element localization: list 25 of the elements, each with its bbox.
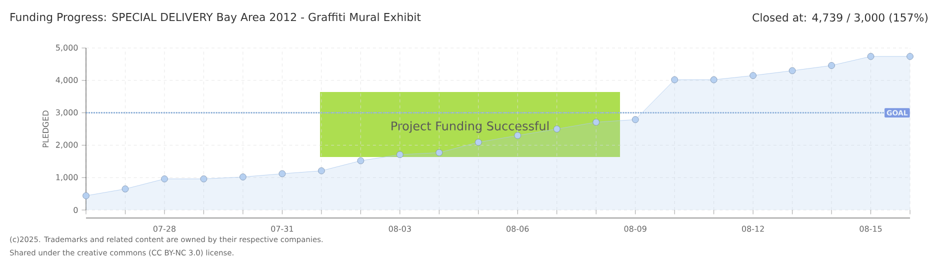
point bbox=[906, 53, 914, 60]
point bbox=[122, 186, 129, 192]
point bbox=[788, 67, 796, 74]
point bbox=[278, 170, 286, 178]
chart-subtitle: Closed at: 4,739 / 3,000 (157%) bbox=[752, 13, 928, 23]
annotation: Project Funding Successful bbox=[392, 121, 548, 133]
point bbox=[240, 174, 246, 180]
point bbox=[750, 72, 756, 79]
point bbox=[592, 118, 600, 126]
point bbox=[671, 76, 678, 84]
point bbox=[514, 132, 522, 139]
point bbox=[553, 126, 560, 132]
point bbox=[357, 157, 364, 164]
point bbox=[632, 116, 639, 124]
point bbox=[828, 62, 835, 69]
point bbox=[200, 175, 208, 182]
point bbox=[710, 76, 718, 84]
point bbox=[436, 149, 443, 156]
point bbox=[474, 138, 482, 146]
point bbox=[318, 167, 325, 174]
point bbox=[867, 53, 874, 60]
point bbox=[161, 175, 168, 182]
chart-title: Funding Progress: SPECIAL DELIVERY Bay Area 2012 - Graffiti Mural Exhibit bbox=[10, 12, 421, 24]
point bbox=[396, 151, 404, 158]
point bbox=[82, 192, 90, 200]
